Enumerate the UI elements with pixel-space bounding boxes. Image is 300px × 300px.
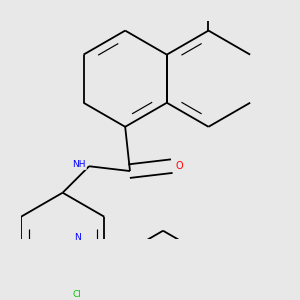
Text: Cl: Cl — [73, 290, 82, 299]
Text: O: O — [176, 161, 183, 171]
Text: NH: NH — [73, 160, 86, 169]
Text: N: N — [74, 233, 81, 242]
